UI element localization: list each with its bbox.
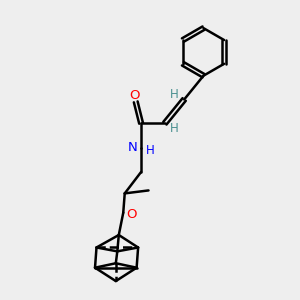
- Text: O: O: [129, 89, 140, 102]
- Text: N: N: [128, 141, 138, 154]
- Text: H: H: [170, 88, 179, 100]
- Text: O: O: [126, 208, 137, 221]
- Text: H: H: [169, 122, 178, 135]
- Text: H: H: [146, 144, 154, 157]
